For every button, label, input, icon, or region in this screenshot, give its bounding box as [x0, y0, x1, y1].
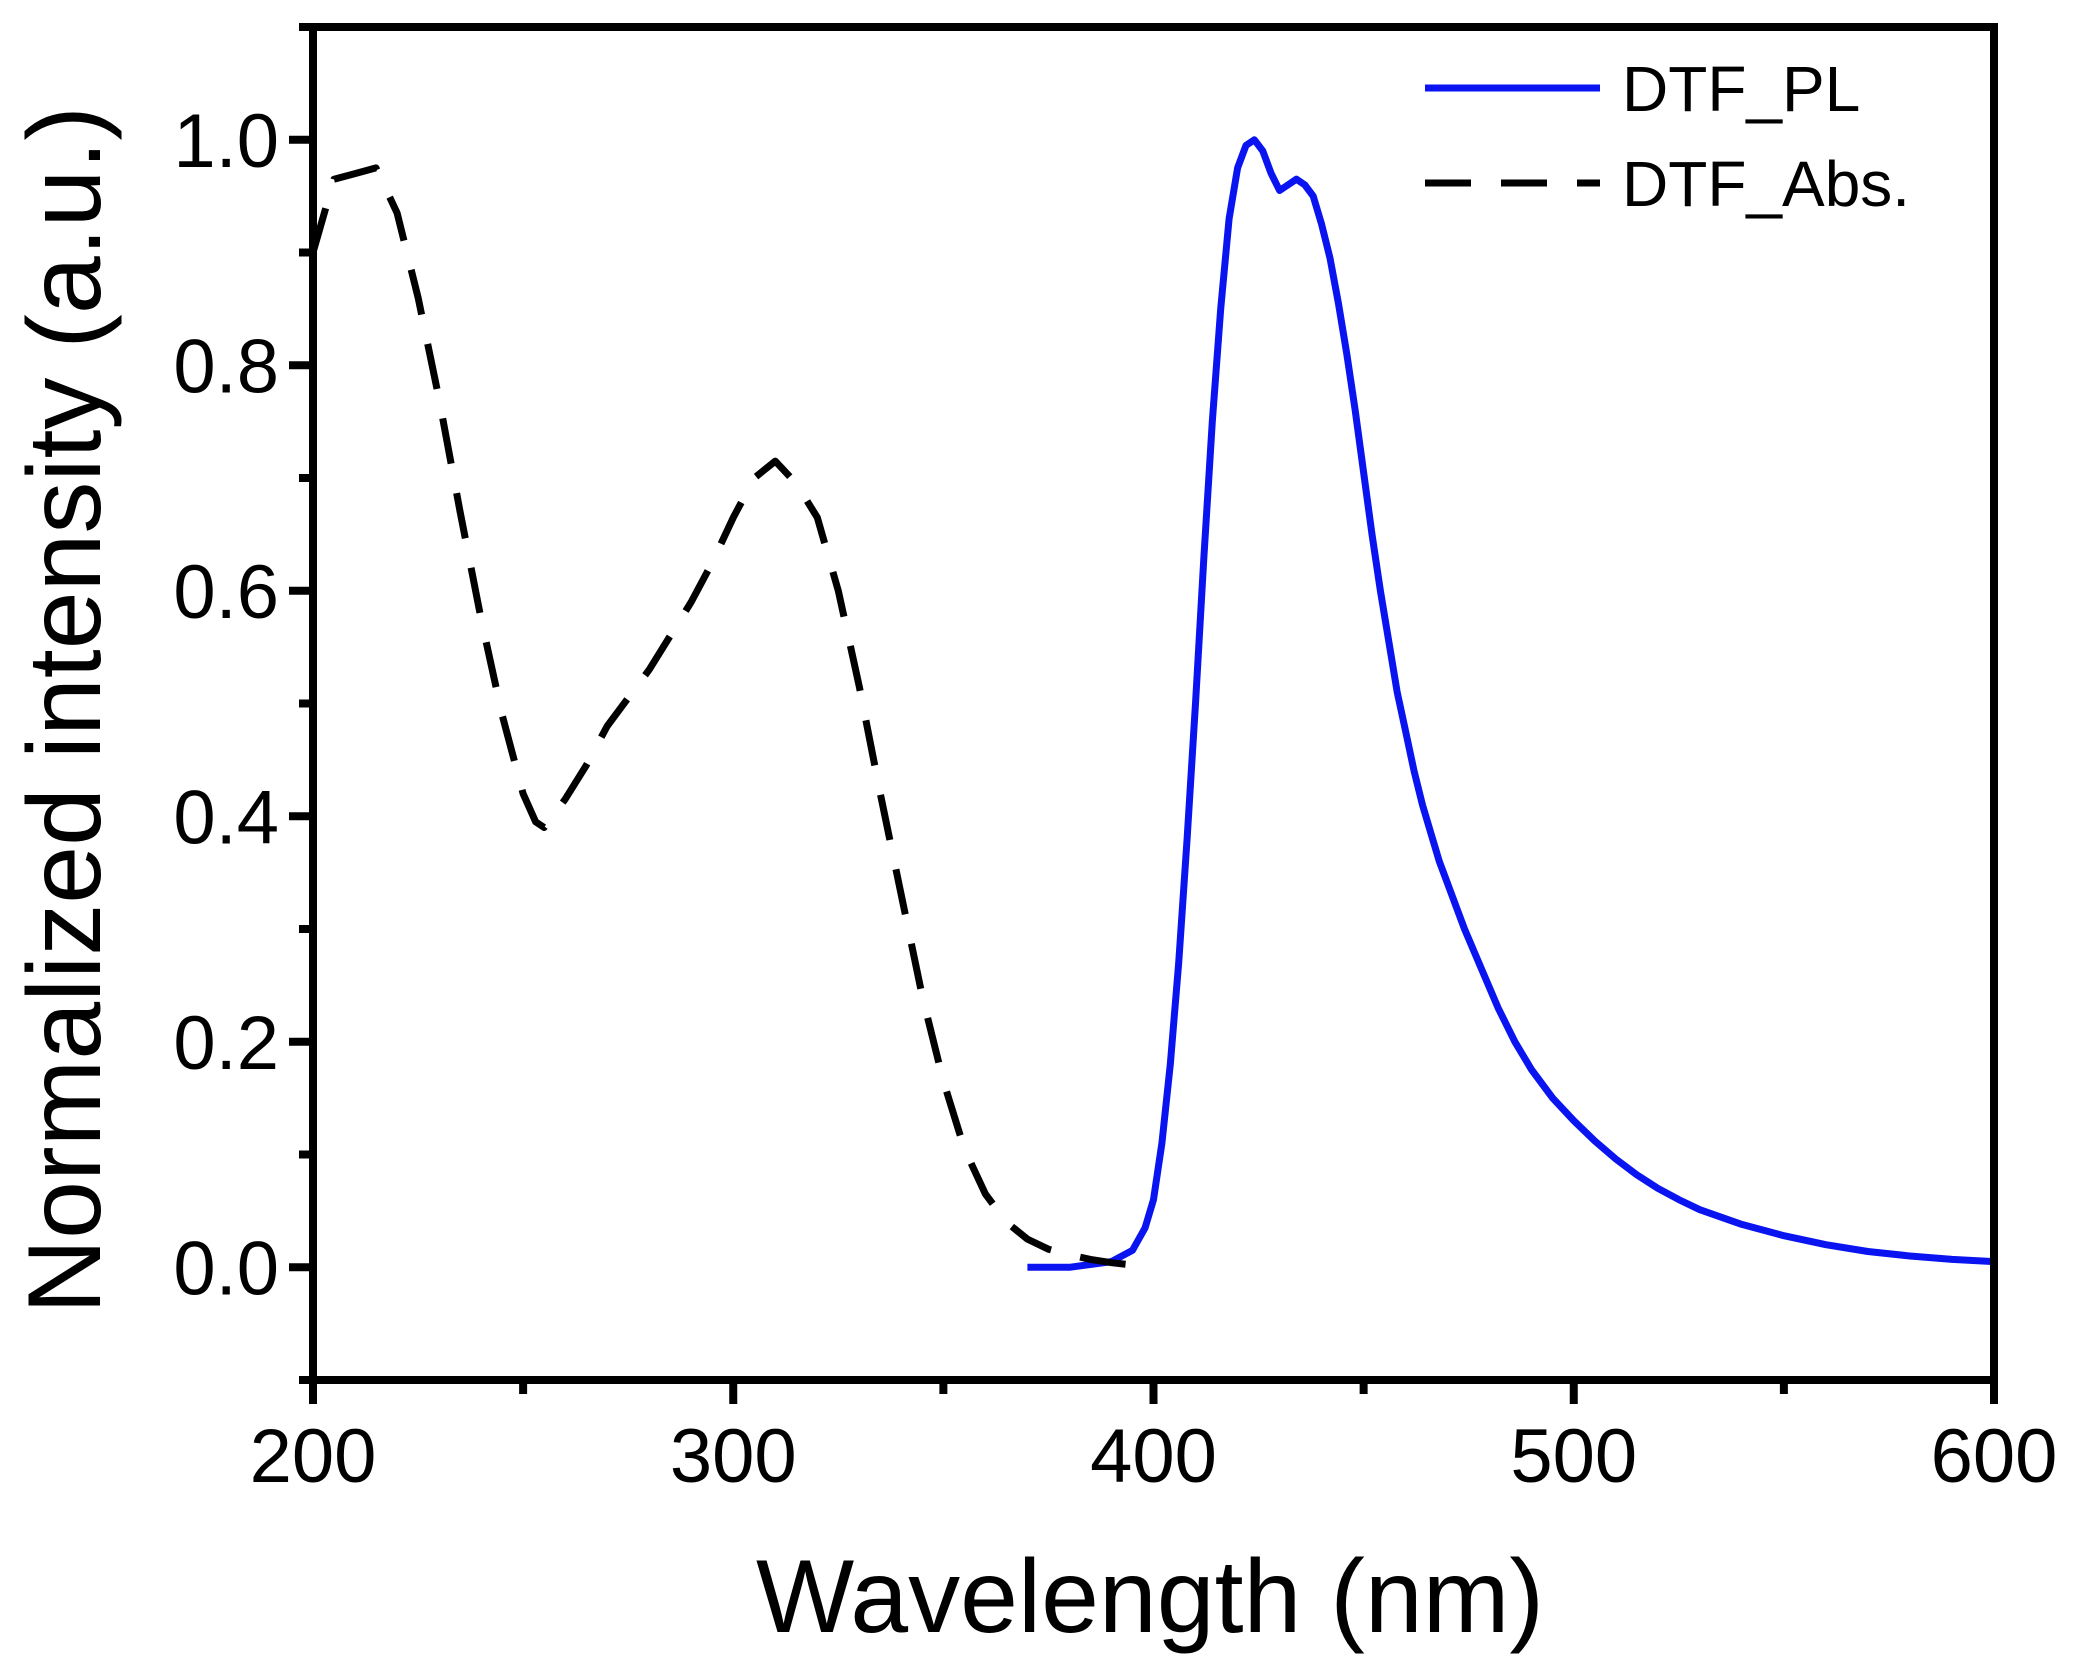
y-axis-title: Normalized intensity (a.u.) — [7, 106, 123, 1314]
series-line-dtf-abs — [313, 164, 1154, 1270]
y-tick-label-0-8: 0.8 — [173, 324, 279, 409]
y-tick-label-1: 1.0 — [173, 99, 279, 184]
x-tick-label-400: 400 — [1090, 1414, 1217, 1499]
x-tick-label-500: 500 — [1510, 1414, 1637, 1499]
series-layer — [313, 136, 1994, 1271]
axes-layer: 200 300 400 500 600 0.0 0.2 0.4 0.6 0.8 1.0 — [173, 23, 2058, 1499]
x-tick-label-300: 300 — [670, 1414, 797, 1499]
y-tick-label-0-4: 0.4 — [173, 775, 279, 860]
legend-label-dtf-abs: DTF_Abs. — [1622, 148, 1910, 220]
legend-label-dtf-pl: DTF_PL — [1622, 53, 1860, 125]
y-tick-label-0-6: 0.6 — [173, 550, 279, 635]
series-line-dtf-pl — [1027, 136, 1994, 1271]
x-tick-label-600: 600 — [1931, 1414, 2058, 1499]
legend: DTF_PL DTF_Abs. — [1425, 53, 1910, 220]
y-tick-label-0-2: 0.2 — [173, 1001, 279, 1086]
y-tick-label-0: 0.0 — [173, 1226, 279, 1311]
x-axis-title: Wavelength (nm) — [756, 1539, 1544, 1655]
x-tick-label-200: 200 — [250, 1414, 377, 1499]
